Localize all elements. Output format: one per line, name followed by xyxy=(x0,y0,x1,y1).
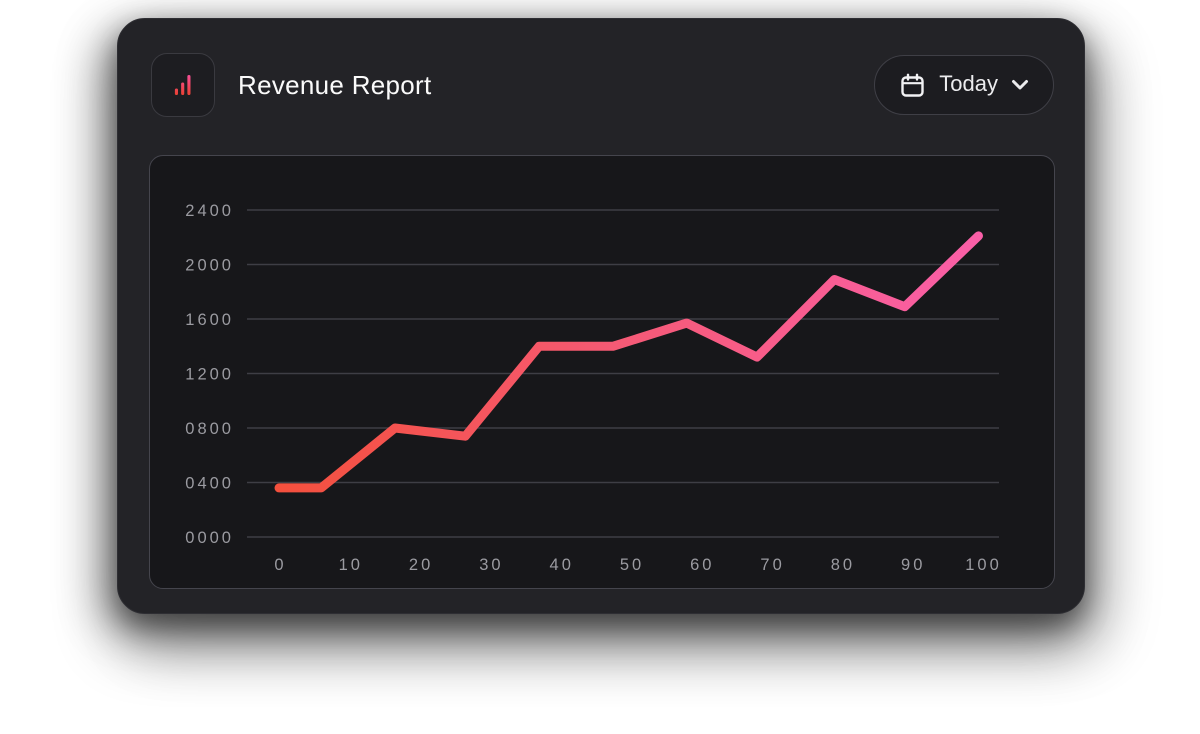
page-title: Revenue Report xyxy=(238,69,432,100)
chevron-down-icon xyxy=(1012,80,1028,90)
app-logo xyxy=(151,53,215,117)
card-header: Revenue Report Today xyxy=(151,53,1054,117)
period-selector-button[interactable]: Today xyxy=(874,55,1054,115)
y-tick-label: 0400 xyxy=(185,475,234,493)
chart-panel: 2400 2000 1600 1200 0800 0400 0000 0 10 20 30 40 50 6… xyxy=(149,155,1055,589)
x-tick-label: 40 xyxy=(550,556,574,574)
revenue-report-card: Revenue Report Today 2400 2000 1600 1200 080… xyxy=(117,18,1085,614)
y-tick-label: 0800 xyxy=(185,420,234,438)
y-tick-label: 1200 xyxy=(185,366,234,384)
y-tick-label: 2000 xyxy=(185,257,234,275)
x-tick-label: 30 xyxy=(479,556,503,574)
y-tick-label: 1600 xyxy=(185,311,234,329)
x-tick-label: 0 xyxy=(274,556,286,574)
revenue-series-line xyxy=(274,231,983,493)
y-tick-label: 2400 xyxy=(185,202,234,220)
x-tick-label: 70 xyxy=(760,556,784,574)
y-tick-label: 0000 xyxy=(185,529,234,547)
x-tick-label: 20 xyxy=(409,556,433,574)
x-tick-label: 80 xyxy=(831,556,855,574)
x-tick-label: 10 xyxy=(339,556,363,574)
x-tick-label: 50 xyxy=(620,556,644,574)
period-label: Today xyxy=(939,71,998,96)
x-tick-label: 90 xyxy=(901,556,925,574)
bar-chart-icon xyxy=(174,75,191,95)
x-tick-label: 100 xyxy=(965,556,1002,574)
calendar-icon xyxy=(901,73,924,97)
x-tick-label: 60 xyxy=(690,556,714,574)
